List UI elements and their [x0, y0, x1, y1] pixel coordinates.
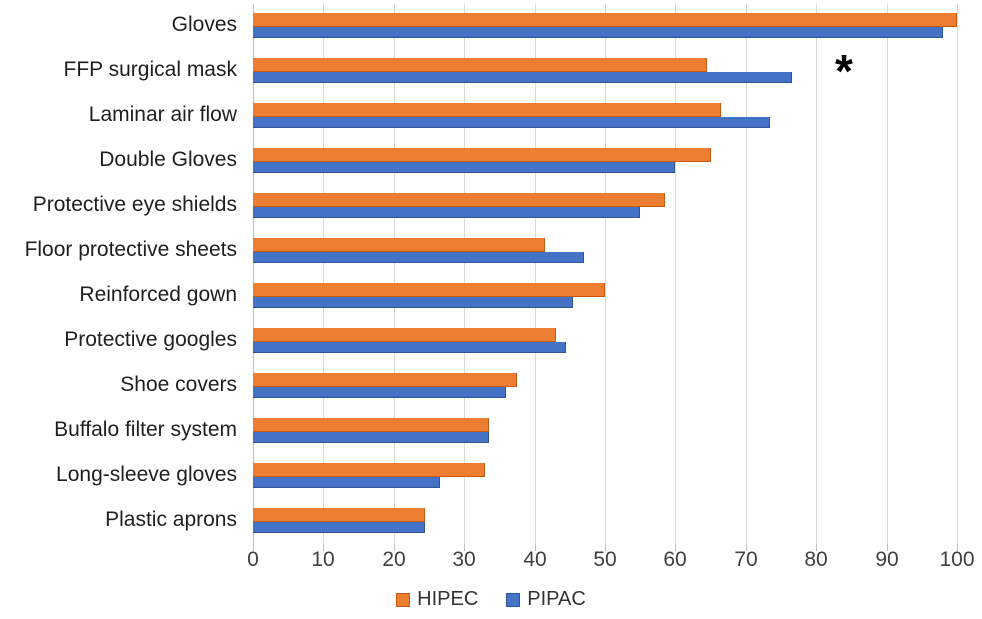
category-label: Buffalo filter system [54, 418, 237, 441]
bar-pipac-3 [253, 162, 675, 173]
category-label: Double Gloves [99, 148, 237, 171]
gridline-30 [464, 4, 465, 544]
legend-label-pipac: PIPAC [527, 588, 586, 610]
tick-mark-70 [746, 544, 747, 551]
plot-area: * [253, 4, 982, 551]
x-tick-label-10: 10 [311, 548, 335, 571]
gridline-0 [253, 4, 254, 544]
x-tick-label-0: 0 [247, 548, 259, 571]
bar-pipac-7 [253, 342, 566, 353]
bar-hipec-6 [253, 283, 605, 297]
bar-pipac-9 [253, 432, 489, 443]
bar-pipac-5 [253, 252, 584, 263]
x-tick-label-20: 20 [382, 548, 406, 571]
bar-pipac-6 [253, 297, 573, 308]
bar-pipac-4 [253, 207, 640, 218]
category-label: Protective googles [64, 328, 237, 351]
category-label: Reinforced gown [79, 283, 237, 306]
bar-hipec-7 [253, 328, 556, 342]
x-tick-label-90: 90 [875, 548, 899, 571]
legend-item-hipec: HIPEC [396, 588, 478, 611]
bar-pipac-1 [253, 72, 792, 83]
gridline-80 [816, 4, 817, 544]
bar-pipac-8 [253, 387, 506, 398]
bar-hipec-1 [253, 58, 707, 72]
bar-pipac-2 [253, 117, 770, 128]
tick-mark-40 [535, 544, 536, 551]
x-tick-label-50: 50 [593, 548, 617, 571]
bar-hipec-8 [253, 373, 517, 387]
tick-mark-50 [605, 544, 606, 551]
gridline-100 [957, 4, 958, 544]
x-tick-label-30: 30 [452, 548, 476, 571]
gridline-60 [675, 4, 676, 544]
tick-mark-30 [464, 544, 465, 551]
tick-mark-10 [323, 544, 324, 551]
category-label: Protective eye shields [32, 193, 237, 216]
bar-hipec-3 [253, 148, 711, 162]
x-tick-label-40: 40 [523, 548, 547, 571]
tick-mark-90 [887, 544, 888, 551]
category-label: Laminar air flow [88, 103, 237, 126]
category-label: Gloves [171, 13, 237, 36]
category-label: Shoe covers [120, 373, 237, 396]
x-axis: 0 10 20 30 40 50 60 70 80 90 100 [247, 548, 982, 576]
category-label: Long-sleeve gloves [56, 463, 237, 486]
x-tick-label-80: 80 [804, 548, 828, 571]
legend: HIPEC PIPAC [0, 588, 982, 611]
gridline-70 [746, 4, 747, 544]
tick-mark-80 [816, 544, 817, 551]
category-label: Plastic aprons [105, 508, 237, 531]
hipec-swatch-icon [396, 592, 411, 607]
category-label: Floor protective sheets [24, 238, 237, 261]
bar-hipec-0 [253, 13, 957, 27]
pipac-swatch-icon [506, 592, 521, 607]
tick-mark-60 [675, 544, 676, 551]
x-tick-label-70: 70 [734, 548, 758, 571]
legend-label-hipec: HIPEC [417, 588, 479, 610]
gridline-40 [535, 4, 536, 544]
bar-hipec-5 [253, 238, 545, 252]
bar-pipac-0 [253, 27, 943, 38]
tick-mark-100 [957, 544, 958, 551]
gridline-50 [605, 4, 606, 544]
significance-asterisk: * [835, 45, 853, 97]
bar-pipac-10 [253, 477, 440, 488]
x-tick-label-100: 100 [939, 548, 975, 571]
legend-item-pipac: PIPAC [506, 588, 586, 611]
bar-hipec-11 [253, 508, 425, 522]
bar-pipac-11 [253, 522, 425, 533]
bar-hipec-10 [253, 463, 485, 477]
bar-hipec-2 [253, 103, 721, 117]
tick-mark-20 [394, 544, 395, 551]
gridline-10 [323, 4, 324, 544]
bar-hipec-4 [253, 193, 665, 207]
gridline-90 [887, 4, 888, 544]
gridline-20 [394, 4, 395, 544]
x-tick-label-60: 60 [663, 548, 687, 571]
tick-mark-0 [253, 544, 254, 551]
category-label: FFP surgical mask [63, 58, 238, 81]
bar-hipec-9 [253, 418, 489, 432]
category-axis: Gloves FFP surgical mask Laminar air flow D… [0, 4, 243, 544]
